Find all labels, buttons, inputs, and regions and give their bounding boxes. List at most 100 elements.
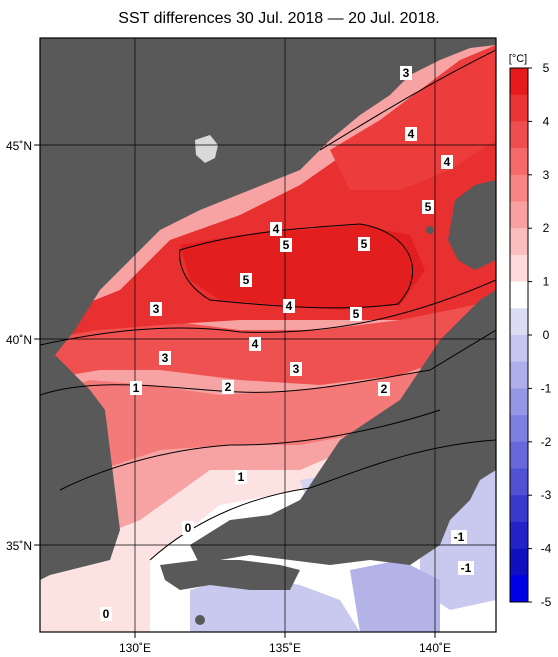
lon-label-140: 140˚E: [419, 641, 451, 655]
contour-label: 4: [283, 299, 295, 313]
colorbar-swatch: [510, 308, 528, 336]
contour-label: 5: [240, 273, 252, 287]
land-asia: [40, 38, 496, 360]
contour-label: 4: [441, 155, 453, 169]
contour-label: 3: [159, 351, 171, 365]
colorbar-swatch: [510, 441, 528, 469]
svg-text:1: 1: [133, 381, 140, 395]
contour-label: 0: [100, 607, 112, 621]
land-island-north: [195, 135, 218, 163]
contour-label: 4: [405, 127, 417, 141]
colorbar-tick-label: -3: [541, 488, 552, 502]
colorbar-tick-label: -1: [541, 381, 552, 395]
colorbar: [509, 67, 529, 603]
colorbar-tick-label: -2: [541, 435, 552, 449]
lat-label-40: 40˚N: [6, 333, 32, 347]
colorbar-tick-label: 1: [543, 275, 550, 289]
svg-text:2: 2: [225, 380, 232, 394]
contour-label: 4: [270, 222, 282, 236]
colorbar-unit: [°C]: [509, 53, 527, 65]
contour-label: 5: [422, 200, 434, 214]
colorbar-swatch: [510, 415, 528, 443]
lon-label-130: 130˚E: [119, 641, 151, 655]
sea-warm-2: [40, 330, 496, 490]
colorbar-swatch: [510, 388, 528, 416]
map-title: SST differences 30 Jul. 2018 — 20 Jul. 2…: [118, 10, 440, 27]
colorbar-tick-label: -5: [541, 595, 552, 609]
svg-text:5: 5: [425, 200, 432, 214]
svg-text:2: 2: [381, 382, 388, 396]
lon-label-135: 135˚E: [269, 641, 301, 655]
lat-label-45: 45˚N: [6, 139, 32, 153]
contour-label: 1: [235, 470, 247, 484]
colorbar-swatch: [510, 361, 528, 389]
svg-text:4: 4: [444, 155, 451, 169]
contour-label: -1: [458, 561, 474, 575]
contour-line: [40, 279, 496, 346]
svg-text:3: 3: [162, 351, 169, 365]
land-islet: [195, 615, 205, 625]
contour-line: [149, 439, 496, 561]
sea-cool-south2: [350, 560, 440, 632]
land-japan-honshu: [190, 290, 496, 565]
contour-label: 2: [378, 382, 390, 396]
contour-line: [59, 409, 441, 491]
contour-label: 5: [280, 238, 292, 252]
colorbar-swatch: [510, 468, 528, 496]
colorbar-tick-label: 4: [543, 114, 550, 128]
colorbar-swatch: [510, 121, 528, 149]
contour-line: [179, 223, 414, 309]
colorbar-swatch: [510, 575, 528, 603]
svg-text:5: 5: [243, 273, 250, 287]
svg-text:3: 3: [293, 362, 300, 376]
land-korea: [40, 355, 120, 580]
svg-text:4: 4: [252, 337, 259, 351]
colorbar-swatch: [510, 68, 528, 95]
colorbar-swatch: [510, 281, 528, 309]
svg-text:0: 0: [185, 521, 192, 535]
sea-north-band: [330, 45, 496, 190]
svg-text:3: 3: [403, 66, 410, 80]
colorbar-tick-label: 5: [543, 61, 550, 75]
contour-line: [40, 329, 496, 396]
contour-label: 5: [350, 307, 362, 321]
svg-text:5: 5: [283, 238, 290, 252]
colorbar-swatch: [510, 148, 528, 176]
colorbar-tick-label: 2: [543, 221, 550, 235]
colorbar-swatch: [510, 548, 528, 576]
contour-label: 5: [358, 237, 370, 251]
sea-cool-south: [190, 575, 360, 632]
contour-label: 1: [130, 381, 142, 395]
svg-text:5: 5: [361, 237, 368, 251]
colorbar-swatch: [510, 521, 528, 549]
svg-text:4: 4: [273, 222, 280, 236]
svg-text:1: 1: [238, 470, 245, 484]
svg-text:3: 3: [153, 302, 160, 316]
contour-label: -1: [451, 530, 467, 544]
colorbar-swatch: [510, 174, 528, 202]
svg-text:4: 4: [408, 127, 415, 141]
land-hokkaido: [448, 180, 496, 270]
contour-label: 4: [249, 337, 261, 351]
colorbar-swatch: [510, 228, 528, 256]
svg-text:4: 4: [286, 299, 293, 313]
colorbar-tick-label: 3: [543, 168, 550, 182]
svg-text:-1: -1: [454, 530, 465, 544]
land-islet: [426, 226, 434, 234]
svg-text:-1: -1: [461, 561, 472, 575]
lat-label-35: 35˚N: [6, 539, 32, 553]
contour-label: 3: [290, 362, 302, 376]
contour-label: 2: [222, 380, 234, 394]
svg-text:0: 0: [103, 607, 110, 621]
colorbar-swatch: [510, 495, 528, 523]
colorbar-tick-label: -4: [541, 542, 552, 556]
colorbar-swatch: [510, 94, 528, 122]
colorbar-swatch: [510, 335, 528, 362]
contour-label: 3: [150, 302, 162, 316]
colorbar-tick-label: 0: [543, 328, 550, 342]
contour-line: [319, 49, 496, 151]
land-japan-sw: [160, 560, 300, 590]
contour-label: 3: [400, 66, 412, 80]
colorbar-swatch: [510, 201, 528, 229]
